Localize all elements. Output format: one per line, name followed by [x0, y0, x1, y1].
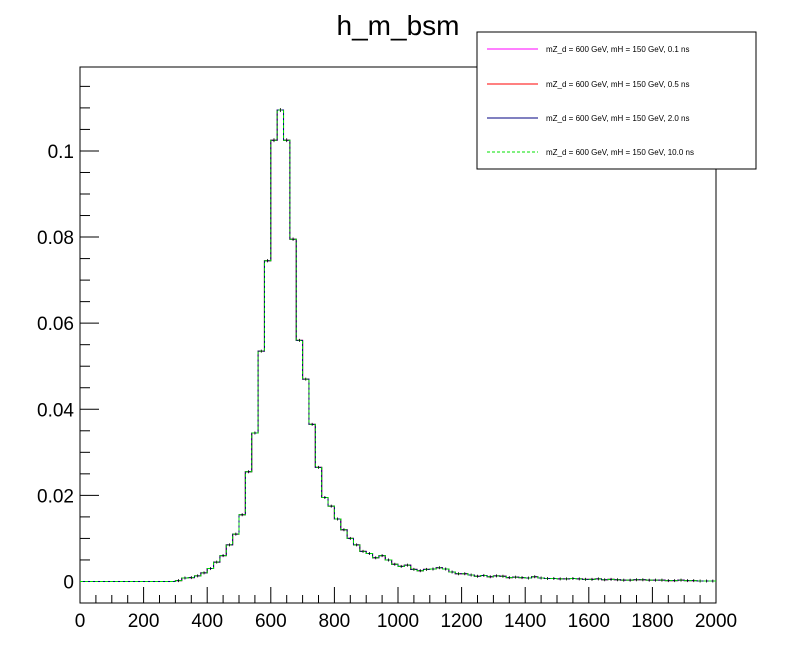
legend-label: mZ_d = 600 GeV, mH = 150 GeV, 2.0 ns	[546, 114, 690, 123]
legend-label: mZ_d = 600 GeV, mH = 150 GeV, 0.5 ns	[546, 80, 690, 89]
legend-box	[476, 31, 757, 170]
y-tick-label: 0.06	[37, 314, 74, 335]
chart-title: h_m_bsm	[337, 10, 460, 41]
x-tick-label: 200	[128, 611, 160, 632]
x-tick-label: 1400	[504, 611, 546, 632]
y-tick-label: 0.1	[48, 142, 74, 163]
legend-label: mZ_d = 600 GeV, mH = 150 GeV, 10.0 ns	[546, 148, 694, 157]
y-tick-label: 0	[63, 572, 74, 593]
x-tick-label: 1800	[631, 611, 673, 632]
series-line	[80, 109, 716, 582]
x-tick-label: 800	[319, 611, 351, 632]
x-tick-label: 0	[75, 611, 86, 632]
x-tick-label: 2000	[695, 611, 737, 632]
legend: mZ_d = 600 GeV, mH = 150 GeV, 0.1 ns mZ_d…	[476, 31, 757, 170]
y-axis: 0 0.02 0.04 0.06 0.08 0.1	[37, 85, 99, 604]
series-line	[80, 109, 716, 582]
x-axis: 0 200 400 600 800 1000 1200 1400 1600 1800 2000	[75, 587, 737, 632]
y-tick-label: 0.04	[37, 400, 74, 421]
x-tick-label: 600	[255, 611, 287, 632]
y-tick-label: 0.02	[37, 486, 74, 507]
x-tick-label: 400	[191, 611, 223, 632]
y-tick-label: 0.08	[37, 228, 74, 249]
series-line	[80, 109, 716, 582]
x-tick-label: 1000	[377, 611, 419, 632]
x-tick-label: 1600	[568, 611, 610, 632]
series-layer	[80, 108, 716, 583]
series-line	[80, 109, 716, 582]
x-tick-label: 1200	[440, 611, 482, 632]
legend-label: mZ_d = 600 GeV, mH = 150 GeV, 0.1 ns	[546, 45, 690, 54]
